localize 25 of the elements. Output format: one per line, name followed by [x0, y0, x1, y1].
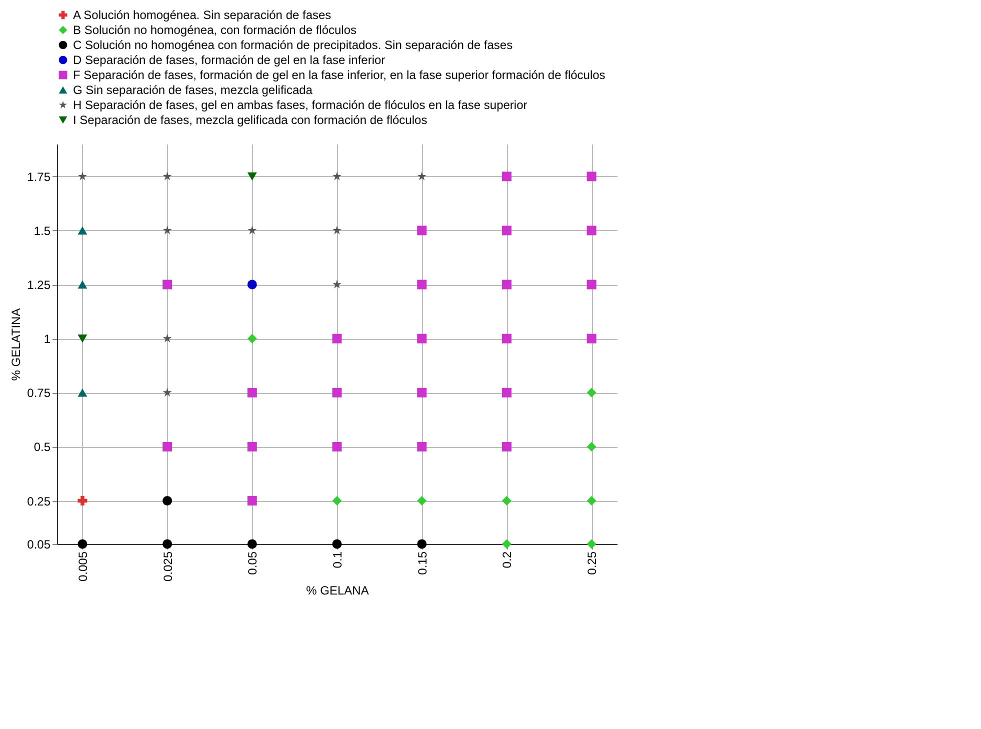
y-tick-label: 1.25 [27, 278, 51, 292]
x-tick-label: 0.005 [76, 551, 90, 582]
x-tick-label: 0.1 [330, 551, 344, 568]
x-tick-label: 0.05 [246, 551, 260, 575]
x-axis-title: % GELANA [306, 584, 369, 598]
x-tick-label: 0.2 [500, 551, 514, 568]
legend-label: I Separación de fases, mezcla gelificada con formación de flóculos [73, 113, 428, 127]
y-tick-label: 1.75 [27, 170, 51, 184]
legend-label: G Sin separación de fases, mezcla gelificada [73, 83, 313, 97]
legend-label: D Separación de fases, formación de gel en la fase inferior [73, 53, 386, 67]
y-axis-title: % GELATINA [9, 308, 24, 381]
x-tick-label: 0.15 [415, 551, 430, 575]
legend-label: A Solución homogénea. Sin separación de fases [73, 8, 332, 22]
y-tick-label: 0.05 [27, 538, 51, 552]
y-tick-label: 0.25 [27, 494, 51, 508]
legend-label: B Solución no homogénea, con formación de flóculos [73, 23, 357, 37]
y-tick-label: 0.75 [27, 386, 51, 400]
y-tick-label: 1.5 [34, 224, 51, 238]
legend-label: C Solución no homogénea con formación de precipitados. Sin separación de fases [73, 38, 513, 52]
legend-label: H Separación de fases, gel en ambas fases, formación de flóculos en la fase superior [73, 98, 528, 112]
y-tick-label: 1 [44, 332, 51, 346]
y-tick-label: 0.5 [34, 440, 51, 454]
x-tick-label: 0.25 [585, 551, 600, 575]
x-tick-label: 0.025 [160, 551, 175, 582]
legend-label: F Separación de fases, formación de gel en la fase inferior, en la fase superior formación de flóculos [73, 68, 606, 82]
